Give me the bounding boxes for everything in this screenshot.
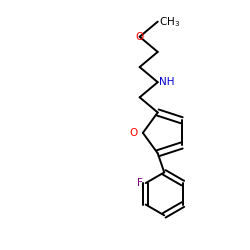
Text: O: O [129, 128, 137, 138]
Text: NH: NH [159, 77, 174, 87]
Text: F: F [137, 178, 143, 188]
Text: O: O [136, 32, 144, 42]
Text: CH$_3$: CH$_3$ [159, 15, 180, 28]
